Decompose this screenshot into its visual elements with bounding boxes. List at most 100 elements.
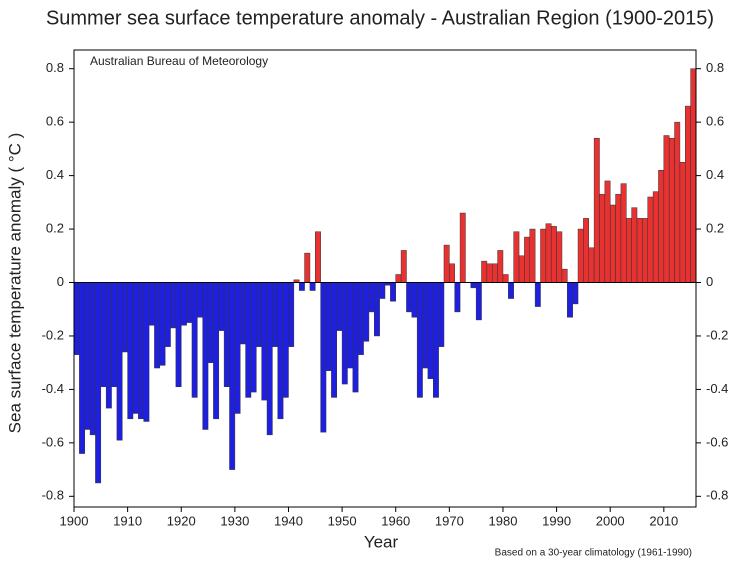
- bar: [266, 282, 273, 436]
- bar: [685, 105, 691, 283]
- bar: [508, 282, 514, 299]
- bar: [288, 282, 295, 347]
- y2-tick-label: 0.2: [706, 220, 724, 235]
- y2-tick-label: 0.4: [706, 167, 724, 182]
- bar: [433, 282, 439, 398]
- bar: [261, 282, 268, 401]
- x-tick-label: 1990: [542, 513, 571, 528]
- bar: [100, 282, 107, 387]
- y2-tick-label: -0.6: [706, 434, 728, 449]
- bar: [368, 282, 375, 313]
- bar: [631, 207, 638, 283]
- x-tick-label: 1930: [220, 513, 249, 528]
- bar: [658, 170, 665, 283]
- bar: [250, 282, 257, 393]
- bar: [679, 161, 686, 283]
- footnote: Based on a 30-year climatology (1961-199…: [495, 548, 692, 559]
- bar: [148, 282, 155, 326]
- bar: [277, 282, 284, 420]
- bar: [529, 228, 536, 283]
- bar: [282, 282, 289, 398]
- bar: [449, 263, 455, 283]
- y2-tick-label: -0.4: [706, 381, 728, 396]
- bar: [593, 137, 600, 283]
- bar: [475, 282, 482, 321]
- bar: [459, 212, 466, 283]
- bar: [138, 282, 144, 420]
- bar: [652, 191, 659, 283]
- bar: [239, 282, 246, 345]
- bar: [325, 282, 332, 371]
- bar: [218, 282, 225, 331]
- bar: [347, 282, 354, 369]
- bar: [304, 252, 311, 283]
- x-tick-label: 1970: [435, 513, 464, 528]
- bar: [298, 282, 305, 291]
- bar: [604, 180, 611, 283]
- y-tick-label: 0.6: [46, 114, 64, 129]
- y2-tick-label: -0.2: [706, 327, 728, 342]
- bar: [390, 282, 396, 302]
- x-tick-label: 1950: [328, 513, 357, 528]
- y2-tick-label: 0: [706, 274, 713, 289]
- bar: [164, 282, 171, 347]
- bar: [422, 282, 429, 369]
- bar: [89, 282, 96, 436]
- bar: [674, 121, 681, 283]
- y-tick-label: 0.2: [46, 220, 64, 235]
- bar: [486, 263, 493, 283]
- y-tick-label: -0.6: [42, 434, 64, 449]
- bar: [315, 231, 321, 283]
- bar: [470, 282, 477, 289]
- bar: [406, 282, 413, 313]
- y-tick-label: -0.8: [42, 488, 64, 503]
- bar: [615, 194, 622, 283]
- bar: [175, 282, 182, 387]
- bar: [454, 282, 461, 313]
- bar: [207, 282, 214, 363]
- y-tick-label: 0.4: [46, 167, 64, 182]
- x-axis-label: Year: [364, 532, 399, 551]
- bar: [427, 282, 434, 379]
- bar: [116, 282, 123, 441]
- bar: [111, 282, 118, 387]
- bar: [320, 282, 327, 433]
- plot-frame: [73, 49, 697, 508]
- bar: [690, 68, 697, 283]
- bar: [309, 282, 316, 291]
- bar: [341, 282, 348, 385]
- bar: [73, 282, 80, 355]
- x-tick-label: 1920: [167, 513, 196, 528]
- bar: [374, 282, 380, 337]
- bar: [395, 274, 402, 283]
- y-tick-label: -0.2: [42, 327, 64, 342]
- bar: [159, 282, 166, 366]
- bar: [588, 247, 595, 283]
- bar: [331, 282, 337, 398]
- bar: [363, 282, 370, 342]
- bar: [143, 282, 150, 422]
- bar: [438, 282, 445, 347]
- bar: [229, 282, 236, 470]
- y-tick-label: 0.8: [46, 60, 64, 75]
- x-tick-label: 1910: [113, 513, 142, 528]
- bar: [626, 218, 632, 283]
- bar: [636, 218, 643, 283]
- x-tick-label: 1980: [489, 513, 518, 528]
- bar: [202, 282, 209, 430]
- bar: [79, 282, 85, 454]
- y2-tick-label: -0.8: [706, 488, 728, 503]
- bar: [583, 218, 590, 283]
- bar: [336, 282, 343, 331]
- x-tick-label: 2010: [649, 513, 678, 528]
- x-tick-label: 1960: [381, 513, 410, 528]
- bar: [620, 183, 627, 283]
- bar: [234, 282, 241, 414]
- bar: [180, 282, 187, 326]
- bar: [411, 282, 418, 318]
- x-tick-label: 2000: [596, 513, 625, 528]
- bar: [572, 282, 579, 305]
- x-tick-label: 1940: [274, 513, 303, 528]
- bar: [540, 228, 547, 283]
